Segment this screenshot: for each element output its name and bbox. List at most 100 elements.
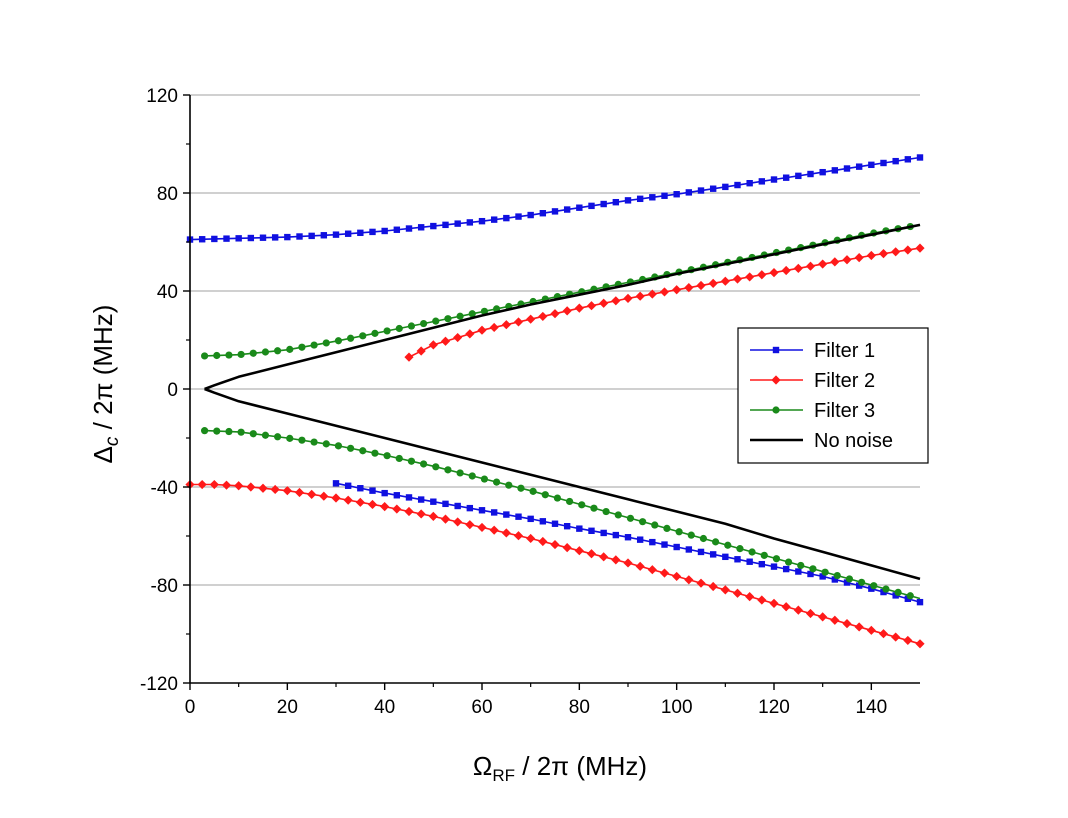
data-point [734, 181, 741, 189]
data-point [322, 440, 330, 448]
data-point [757, 595, 767, 605]
data-point [477, 325, 487, 335]
data-point [347, 334, 355, 342]
data-point [404, 506, 414, 517]
data-point [355, 497, 365, 507]
data-point [746, 558, 753, 565]
data-point [624, 534, 632, 541]
data-point [332, 480, 340, 487]
data-point [649, 538, 656, 546]
data-point [298, 436, 306, 444]
series-filter-1 [186, 154, 924, 606]
data-point [468, 472, 476, 480]
data-point [380, 502, 390, 512]
data-point [831, 576, 839, 583]
data-point [261, 348, 270, 356]
data-point [843, 579, 851, 586]
series-line [190, 483, 921, 645]
y-tick-label: 80 [157, 184, 178, 205]
data-point [782, 565, 790, 573]
data-point [772, 555, 781, 563]
data-point [574, 303, 584, 313]
data-point [381, 227, 388, 235]
data-point [331, 493, 341, 503]
data-point [602, 507, 610, 516]
data-point [894, 588, 902, 597]
data-point [636, 195, 644, 203]
data-point [590, 504, 598, 512]
legend-swatch-marker [772, 406, 780, 414]
y-tick-label: 0 [167, 380, 178, 401]
data-point [661, 541, 668, 548]
data-point [809, 565, 817, 573]
y-tick-label: -80 [151, 576, 178, 597]
data-point [760, 551, 768, 559]
data-point [237, 350, 245, 359]
data-point [442, 500, 449, 508]
data-point [405, 225, 413, 232]
data-point [284, 233, 291, 241]
legend-label: Filter 2 [814, 370, 875, 392]
data-point [696, 280, 706, 291]
data-point [420, 460, 428, 468]
data-point [550, 539, 560, 550]
data-point [758, 560, 766, 568]
y-axis-label-main: Δ [88, 446, 118, 463]
data-point [866, 250, 876, 261]
x-tick-label: 40 [374, 697, 395, 718]
data-point [258, 483, 268, 493]
data-point [782, 174, 790, 181]
data-point [770, 176, 778, 183]
data-point [466, 219, 474, 226]
data-point [842, 618, 852, 629]
data-point [456, 469, 464, 477]
data-point [308, 232, 315, 240]
legend-label: Filter 1 [814, 340, 875, 362]
data-point [623, 293, 633, 303]
data-point [672, 571, 682, 582]
data-point [213, 351, 221, 360]
data-point [624, 197, 632, 204]
data-point [600, 200, 607, 208]
data-point [855, 163, 863, 170]
data-point [501, 528, 511, 538]
x-tick-label: 120 [758, 697, 790, 718]
data-point [430, 222, 437, 230]
data-point [712, 538, 720, 546]
data-point [833, 571, 841, 580]
data-point [428, 511, 438, 521]
series-no-noise [204, 223, 921, 581]
data-point [322, 339, 330, 347]
data-point [478, 507, 486, 514]
data-point [697, 187, 705, 194]
data-point [734, 556, 741, 563]
data-point [539, 518, 547, 525]
data-point [465, 520, 475, 530]
data-point [213, 427, 221, 435]
y-axis-label-sub: c [102, 436, 123, 446]
x-tick-label: 140 [855, 697, 887, 718]
data-point [663, 524, 671, 533]
data-point [369, 228, 376, 236]
data-point [383, 452, 391, 460]
data-point [904, 156, 912, 163]
data-point [428, 340, 438, 350]
data-point [490, 509, 498, 516]
series-line [189, 156, 921, 241]
data-point [781, 265, 791, 276]
data-point [480, 475, 489, 483]
y-tick-label: -120 [140, 674, 178, 695]
data-point [599, 298, 609, 308]
x-tick-label: 80 [569, 697, 590, 718]
data-point [574, 546, 584, 556]
data-point [916, 598, 924, 606]
x-axis-label-sub: RF [492, 766, 515, 785]
data-point [453, 332, 463, 343]
data-point [480, 307, 489, 315]
data-point [282, 486, 292, 496]
axes [183, 94, 920, 690]
data-point [659, 568, 670, 578]
data-point [818, 259, 828, 269]
data-point [550, 309, 560, 319]
data-point [732, 588, 743, 598]
